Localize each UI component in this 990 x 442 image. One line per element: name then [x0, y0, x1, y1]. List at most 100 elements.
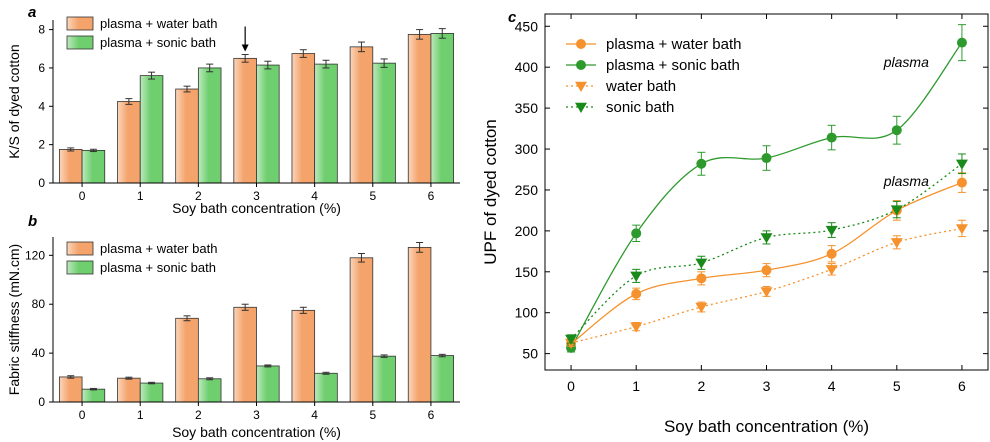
x-tick-label: 6	[958, 378, 966, 394]
bar-sonic-4	[314, 63, 338, 184]
data-point	[696, 273, 707, 284]
y-tick-label: 40	[32, 346, 46, 360]
x-axis-label: Soy bath concentration (%)	[664, 417, 869, 436]
bar-sonic-6	[430, 33, 455, 184]
bar-water-4	[291, 53, 316, 184]
data-point	[825, 225, 838, 237]
y-tick-label: 100	[515, 305, 539, 321]
y-tick-label: 250	[515, 182, 539, 198]
series-line-2	[570, 227, 963, 344]
annotation-text: plasma	[883, 173, 929, 189]
bar-sonic-1	[139, 382, 164, 403]
bar-water-1	[117, 377, 141, 403]
legend-label: plasma + water bath	[606, 36, 742, 53]
bar-water-1	[117, 101, 141, 184]
data-point	[826, 248, 837, 259]
x-axis-label: Soy bath concentration (%)	[172, 200, 341, 216]
bar-water-3	[233, 57, 257, 184]
data-point	[955, 224, 968, 235]
bar-water-0	[58, 376, 83, 403]
y-tick-label: 2	[38, 138, 45, 152]
legend-marker	[576, 60, 586, 70]
bar-sonic-0	[81, 149, 106, 184]
bar-water-2	[175, 317, 199, 403]
legend-swatch	[66, 241, 94, 256]
data-point	[630, 322, 643, 333]
legend-label: plasma + water bath	[100, 241, 217, 256]
x-tick-label: 5	[369, 408, 376, 422]
legend-label: water bath	[605, 78, 676, 95]
bar-sonic-0	[81, 388, 106, 403]
data-point	[955, 159, 968, 170]
legend-label: plasma + water bath	[100, 16, 217, 31]
x-tick-label: 3	[253, 408, 260, 422]
data-point	[825, 265, 838, 276]
bar-water-6	[407, 246, 432, 403]
data-point	[890, 205, 903, 216]
data-point	[631, 228, 642, 239]
x-tick-label: 4	[311, 408, 318, 422]
y-tick-label: 50	[522, 346, 538, 362]
x-tick-label: 1	[137, 408, 144, 422]
data-point	[695, 302, 708, 313]
arrow-head	[241, 44, 249, 52]
legend-marker	[575, 81, 587, 92]
data-point	[761, 265, 772, 276]
data-point	[956, 37, 967, 48]
y-tick-label: 8	[38, 23, 45, 37]
series-line-3	[570, 163, 963, 340]
annotation-text: plasma	[883, 54, 929, 70]
x-tick-label: 0	[79, 189, 86, 203]
data-point	[761, 153, 772, 164]
x-tick-label: 3	[253, 189, 260, 203]
x-tick-label: 2	[195, 189, 202, 203]
bar-sonic-2	[197, 67, 222, 184]
y-tick-label: 350	[515, 100, 539, 116]
y-tick-label: 450	[515, 18, 539, 34]
y-tick-label: 0	[38, 395, 45, 409]
data-point	[696, 158, 707, 169]
bar-water-4	[291, 309, 316, 403]
y-axis-label: K/S of dyed cotton	[6, 44, 22, 158]
panel-a-chart: 0 1 2 3 4 5 6 0 2 4 6 8 Soy bath concentration (%) K/…	[6, 4, 460, 216]
panel-label: c	[508, 9, 517, 26]
bar-water-3	[233, 306, 257, 403]
x-tick-label: 0	[79, 408, 86, 422]
bar-water-0	[58, 149, 83, 184]
y-tick-label: 4	[38, 99, 45, 113]
legend-label: sonic bath	[606, 99, 674, 116]
data-point	[760, 287, 773, 298]
legend-marker	[575, 102, 587, 113]
data-point	[760, 233, 773, 244]
x-tick-label: 1	[137, 189, 144, 203]
x-tick-label: 2	[195, 408, 202, 422]
data-point	[826, 132, 837, 143]
x-tick-label: 1	[632, 378, 640, 394]
legend-swatch	[66, 35, 94, 50]
x-tick-label: 4	[828, 378, 836, 394]
x-tick-label: 5	[369, 189, 376, 203]
x-tick-label: 5	[893, 378, 901, 394]
bar-water-5	[349, 257, 374, 403]
bar-sonic-3	[256, 365, 280, 403]
bar-sonic-6	[430, 355, 455, 403]
bar-sonic-5	[372, 62, 396, 184]
legend-marker	[576, 39, 586, 49]
x-tick-label: 6	[428, 189, 435, 203]
bar-sonic-2	[197, 378, 222, 403]
data-point	[695, 258, 708, 269]
x-tick-label: 2	[697, 378, 705, 394]
data-point	[956, 177, 967, 188]
bar-sonic-4	[314, 372, 338, 403]
y-tick-label: 80	[32, 297, 46, 311]
panel-label: b	[28, 213, 37, 230]
panel-c-chart: 0 1 2 3 4 5 6 50 100 150 200 250 300 350 400 450 plasma …	[481, 9, 989, 436]
bar-sonic-3	[256, 64, 280, 184]
x-tick-label: 3	[763, 378, 771, 394]
y-tick-label: 200	[515, 223, 539, 239]
panel-label: a	[28, 4, 36, 21]
y-tick-label: 0	[38, 176, 45, 190]
legend-label: plasma + sonic bath	[100, 260, 216, 275]
panel-b-chart: 0 1 2 3 4 5 6 0 40 80 120 Soy bath concentration (%…	[6, 213, 460, 440]
